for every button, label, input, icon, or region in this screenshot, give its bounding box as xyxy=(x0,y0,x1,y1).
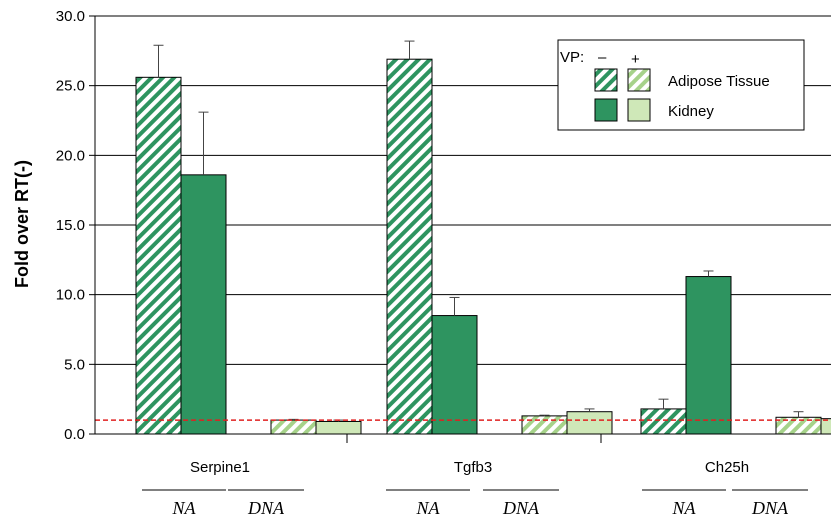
bar xyxy=(566,411,613,435)
legend-swatch-adipose-plus xyxy=(627,68,651,92)
subgroup-label-na: NA xyxy=(415,498,440,518)
bar xyxy=(775,416,822,435)
subgroup-label-na: NA xyxy=(171,498,196,518)
bar xyxy=(431,315,478,435)
category-label: Ch25h xyxy=(705,459,749,476)
legend-header: VP: xyxy=(560,49,584,66)
category-label: Tgfb3 xyxy=(454,459,492,476)
bars xyxy=(135,40,831,435)
y-tick-label: 15.0 xyxy=(56,217,85,234)
category-label: Serpine1 xyxy=(190,459,250,476)
legend-swatch-adipose-minus xyxy=(594,68,618,92)
bar xyxy=(820,418,831,435)
y-tick-label: 0.0 xyxy=(64,426,85,443)
y-tick-label: 5.0 xyxy=(64,356,85,373)
legend-swatch-kidney-minus xyxy=(594,98,618,122)
y-tick-label: 20.0 xyxy=(56,147,85,164)
x-axis-labels: Serpine1 NA DNA Tgfb3 NA DNA Ch25h NA DNA xyxy=(142,459,808,518)
bar xyxy=(135,76,182,435)
legend-swatch-kidney-plus xyxy=(627,98,651,122)
y-axis-ticks: 0.0 5.0 10.0 15.0 20.0 25.0 30.0 xyxy=(56,8,95,443)
legend: VP: – + Adipose Tissue Kidney xyxy=(557,39,805,131)
bar xyxy=(315,420,362,435)
y-axis-label: Fold over RT(-) xyxy=(12,160,32,288)
y-tick-label: 30.0 xyxy=(56,8,85,25)
legend-entry-adipose: Adipose Tissue xyxy=(668,73,770,90)
subgroup-label-dna: DNA xyxy=(502,498,540,518)
bar xyxy=(685,276,732,435)
legend-entry-kidney: Kidney xyxy=(668,103,714,120)
bar xyxy=(270,419,317,435)
legend-plus-label: + xyxy=(631,51,640,68)
y-tick-label: 25.0 xyxy=(56,78,85,95)
axes xyxy=(94,16,831,443)
bar xyxy=(521,415,568,435)
subgroup-label-dna: DNA xyxy=(751,498,789,518)
bar xyxy=(640,408,687,435)
bar xyxy=(386,58,433,435)
bar xyxy=(180,174,227,435)
legend-minus-label: – xyxy=(598,49,607,66)
y-tick-label: 10.0 xyxy=(56,287,85,304)
subgroup-label-dna: DNA xyxy=(247,498,285,518)
subgroup-label-na: NA xyxy=(671,498,696,518)
